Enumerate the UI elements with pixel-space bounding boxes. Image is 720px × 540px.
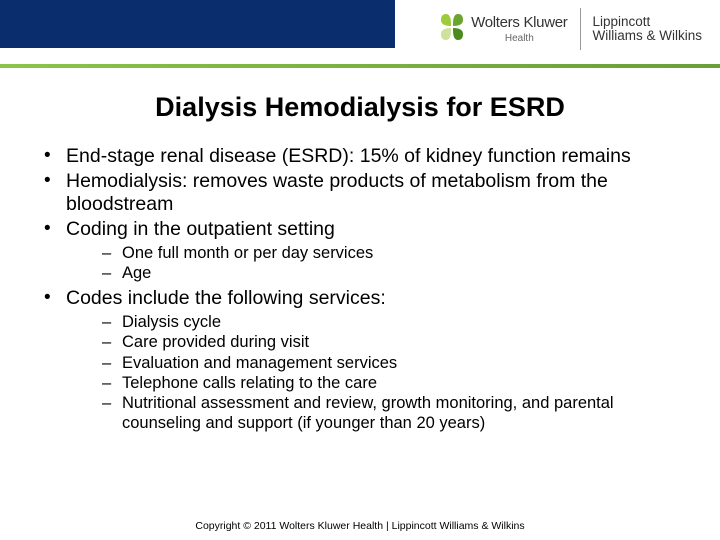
wk-brand-name: Wolters Kluwer xyxy=(471,14,567,31)
sub-bullet-item: Age xyxy=(66,263,684,283)
header-logos: Wolters Kluwer Health Lippincott William… xyxy=(439,8,702,50)
lww-line2: Williams & Wilkins xyxy=(593,29,703,43)
logo-divider xyxy=(580,8,581,50)
bullet-item: Coding in the outpatient setting One ful… xyxy=(36,218,684,283)
lippincott-logo: Lippincott Williams & Wilkins xyxy=(593,15,703,43)
bullet-text: Codes include the following services: xyxy=(66,287,386,309)
wk-clover-icon xyxy=(439,14,465,40)
wk-text-block: Wolters Kluwer Health xyxy=(471,14,567,44)
header-blue-bar xyxy=(0,0,395,48)
bullet-text: Coding in the outpatient setting xyxy=(66,218,335,240)
bullet-item: Hemodialysis: removes waste products of … xyxy=(36,170,684,216)
bullet-item: Codes include the following services: Di… xyxy=(36,287,684,433)
bullet-item: End-stage renal disease (ESRD): 15% of k… xyxy=(36,145,684,168)
sub-bullet-item: Telephone calls relating to the care xyxy=(66,373,684,393)
main-bullet-list: End-stage renal disease (ESRD): 15% of k… xyxy=(36,145,684,433)
sub-bullet-item: One full month or per day services xyxy=(66,243,684,263)
sub-bullet-list: Dialysis cycle Care provided during visi… xyxy=(66,312,684,433)
sub-bullet-list: One full month or per day services Age xyxy=(66,243,684,283)
slide-title: Dialysis Hemodialysis for ESRD xyxy=(36,92,684,123)
lww-line1: Lippincott xyxy=(593,15,703,29)
wolters-kluwer-logo: Wolters Kluwer Health xyxy=(439,14,567,44)
slide-header: Wolters Kluwer Health Lippincott William… xyxy=(0,0,720,70)
slide-footer: Copyright © 2011 Wolters Kluwer Health |… xyxy=(0,520,720,532)
slide-content: Dialysis Hemodialysis for ESRD End-stage… xyxy=(0,70,720,433)
wk-brand-sub: Health xyxy=(471,33,567,44)
sub-bullet-item: Evaluation and management services xyxy=(66,353,684,373)
sub-bullet-item: Dialysis cycle xyxy=(66,312,684,332)
sub-bullet-item: Care provided during visit xyxy=(66,332,684,352)
sub-bullet-item: Nutritional assessment and review, growt… xyxy=(66,393,684,433)
header-green-line xyxy=(0,64,720,68)
